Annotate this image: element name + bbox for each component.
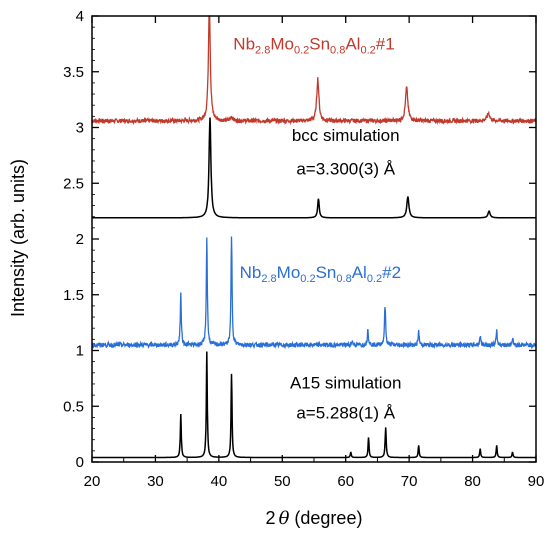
x-axis-title-prefix: 2: [266, 508, 276, 528]
annotation-part: 0.2: [367, 273, 382, 285]
annotation-part: Sn: [316, 263, 337, 282]
x-tick-label: 40: [211, 473, 228, 490]
annotation-part: Al: [345, 34, 360, 53]
y-tick-label: 1.5: [63, 287, 84, 304]
annotation-part: 0.2: [360, 44, 375, 56]
y-tick-label: 0: [76, 454, 84, 471]
annotation-part: Mo: [270, 34, 294, 53]
annotation-part: 2.8: [261, 273, 276, 285]
series-line-1: [91, 15, 537, 126]
y-tick-label: 1: [76, 343, 84, 360]
y-axis-title: Intensity (arb. units): [8, 159, 28, 317]
x-tick-label: 90: [528, 473, 545, 490]
annotation-6: a=5.288(1) Å: [296, 404, 395, 423]
annotation-part: Sn: [309, 34, 330, 53]
annotation-part: 2.8: [255, 44, 270, 56]
y-tick-label: 3.5: [63, 64, 84, 81]
y-tick-label: 3: [76, 120, 84, 137]
y-tick-label: 0.5: [63, 398, 84, 415]
x-axis: 20 30 40 50 60 70 80 90: [84, 16, 545, 490]
annotation-1: Nb2.8Mo0.2Sn0.8Al0.2#1: [233, 34, 394, 56]
y-axis: 0 0.5 1 1.5 2 2.5 3 3.5 4: [63, 8, 536, 471]
annotation-part: Mo: [277, 263, 301, 282]
series-line-3: [91, 236, 537, 350]
x-tick-label: 60: [337, 473, 354, 490]
y-tick-label: 2.5: [63, 175, 84, 192]
annotation-part: a=3.300(3) Å: [296, 159, 395, 178]
series-layer: [91, 15, 537, 459]
annotation-part: 0.8: [336, 273, 351, 285]
y-tick-label: 2: [76, 231, 84, 248]
x-tick-label: 70: [401, 473, 418, 490]
series-line-2: [92, 117, 536, 219]
y-tick-label: 4: [76, 8, 84, 25]
series-line-4: [92, 351, 536, 459]
annotation-part: #1: [376, 34, 395, 53]
annotation-part: #2: [382, 263, 401, 282]
annotation-part: 0.8: [330, 44, 345, 56]
annotation-part: 0.2: [294, 44, 309, 56]
x-tick-label: 50: [274, 473, 291, 490]
plot-frame: [91, 15, 537, 463]
annotation-part: a=5.288(1) Å: [296, 404, 395, 423]
x-axis-title-suffix: (degree): [289, 508, 362, 528]
annotation-part: Al: [352, 263, 367, 282]
annotation-4: Nb2.8Mo0.2Sn0.8Al0.2#2: [240, 263, 401, 285]
annotation-part: Nb: [233, 34, 255, 53]
annotation-3: a=3.300(3) Å: [296, 159, 395, 178]
annotation-2: bcc simulation: [292, 126, 400, 145]
annotation-part: 0.2: [300, 273, 315, 285]
x-tick-label: 80: [464, 473, 481, 490]
annotation-5: A15 simulation: [290, 373, 402, 392]
annotation-part: bcc simulation: [292, 126, 400, 145]
x-tick-label: 30: [147, 473, 164, 490]
annotation-part: Nb: [240, 263, 262, 282]
annotation-part: A15 simulation: [290, 373, 402, 392]
x-tick-label: 20: [84, 473, 101, 490]
x-axis-title-theta: θ: [279, 508, 290, 529]
